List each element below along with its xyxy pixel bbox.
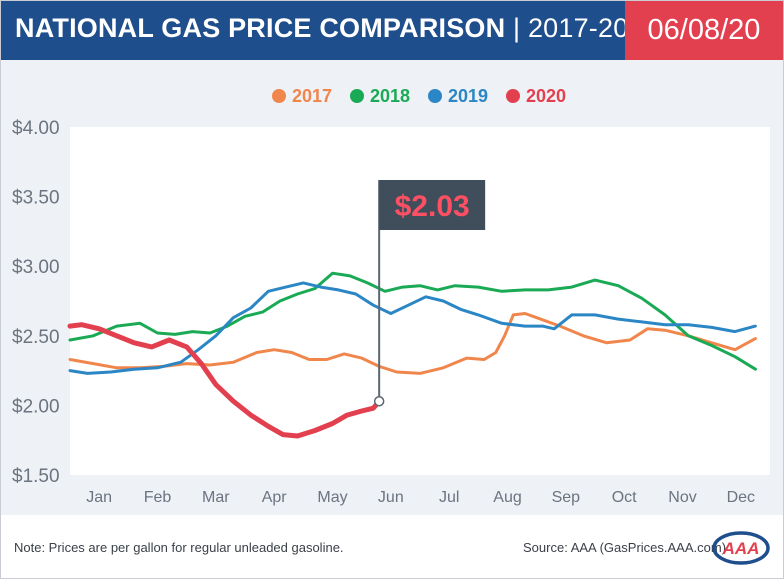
series-line-2019: [68, 281, 757, 375]
x-tick-label: Oct: [612, 489, 637, 506]
y-axis: $4.00 $3.50 $3.00 $2.50 $2.00 $1.50: [12, 118, 60, 487]
x-tick-label: Apr: [262, 489, 288, 506]
legend-label-2020: 2020: [526, 86, 566, 106]
callout-point: [373, 395, 385, 407]
series-line-2020: [67, 322, 382, 439]
x-axis: Jan Feb Mar Apr May Jun Jul Aug Sep Oct Nov Dec: [86, 489, 755, 506]
callout-flag: [379, 180, 486, 230]
footnote: Note: Prices are per gallon for regular …: [14, 540, 344, 555]
price-callout: $2.03: [373, 180, 486, 407]
legend-swatch-2020: [506, 89, 520, 103]
legend-swatch-2018: [350, 89, 364, 103]
series-line-2017: [68, 312, 757, 375]
date-badge: 06/08/20: [625, 1, 783, 60]
series-line-2018: [68, 271, 757, 371]
header-bar: NATIONAL GAS PRICE COMPARISON | 2017-202…: [1, 1, 783, 60]
y-tick-label: $3.00: [12, 257, 60, 278]
y-tick-label: $3.50: [12, 188, 60, 209]
legend-label-2018: 2018: [370, 86, 410, 106]
y-tick-label: $2.00: [12, 396, 60, 417]
x-tick-label: Jan: [86, 489, 112, 506]
source-credit: Source: AAA (GasPrices.AAA.com): [523, 540, 727, 555]
y-tick-label: $4.00: [12, 118, 60, 139]
x-tick-label: Mar: [202, 489, 230, 506]
legend-swatch-2017: [272, 89, 286, 103]
series-layer: [67, 271, 757, 439]
y-tick-label: $1.50: [12, 466, 60, 487]
x-tick-label: Nov: [668, 489, 696, 506]
chart-title-main: NATIONAL GAS PRICE COMPARISON: [15, 13, 506, 43]
callout-value: $2.03: [395, 190, 470, 223]
x-tick-label: Jul: [439, 489, 459, 506]
x-tick-label: Dec: [727, 489, 755, 506]
y-tick-label: $2.50: [12, 327, 60, 348]
legend: 2017 2018 2019 2020: [272, 86, 566, 106]
x-tick-label: Jun: [378, 489, 404, 506]
x-tick-label: Feb: [144, 489, 172, 506]
legend-label-2017: 2017: [292, 86, 332, 106]
aaa-logo-ring: [712, 531, 770, 565]
aaa-logo-text: AAA: [722, 539, 760, 558]
aaa-logo: AAA: [712, 531, 770, 565]
x-tick-label: Sep: [552, 489, 581, 506]
legend-swatch-2019: [428, 89, 442, 103]
x-tick-label: Aug: [493, 489, 521, 506]
legend-label-2019: 2019: [448, 86, 488, 106]
x-tick-label: May: [317, 489, 347, 506]
